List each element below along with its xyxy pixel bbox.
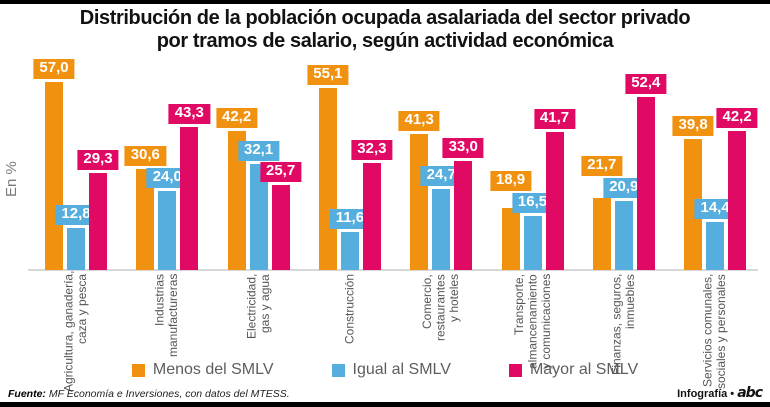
bar-mayor-al-smlv-7 [728, 130, 747, 270]
bar-value-label-mayor-al-smlv-7: 42,2 [716, 107, 758, 128]
bar-value-label-igual-al-smlv-5: 16,5 [511, 192, 554, 213]
infografia-credit: Infografía • abc [677, 385, 763, 401]
bar-igual-al-smlv-4 [432, 188, 451, 270]
bar-value-label-menos-del-smlv-3: 55,1 [307, 65, 349, 86]
bar-menos-del-smlv-1 [136, 169, 155, 270]
bar-value-label-menos-del-smlv-4: 41,3 [398, 110, 440, 131]
bar-igual-al-smlv-1 [158, 190, 177, 270]
legend-item-igual-al-smlv: Igual al SMLV [331, 361, 451, 379]
bar-menos-del-smlv-0 [45, 81, 63, 270]
bottom-rule-bar [0, 402, 770, 407]
bar-menos-del-smlv-2 [227, 130, 246, 270]
bar-value-label-mayor-al-smlv-4: 33,0 [442, 138, 484, 159]
bar-value-label-menos-del-smlv-7: 39,8 [672, 115, 714, 136]
bar-menos-del-smlv-7 [684, 138, 703, 270]
bar-mayor-al-smlv-6 [636, 97, 655, 270]
bar-value-label-menos-del-smlv-6: 21,7 [581, 156, 623, 177]
legend-item-menos-del-smlv: Menos del SMLV [131, 361, 274, 379]
legend-label-menos-del-smlv: Menos del SMLV [152, 361, 274, 378]
bar-igual-al-smlv-6 [614, 201, 633, 270]
legend-label-mayor-al-smlv: Mayor al SMLV [529, 361, 639, 378]
legend-swatch-mayor-al-smlv [508, 363, 522, 377]
bar-mayor-al-smlv-5 [545, 132, 564, 270]
bar-value-label-mayor-al-smlv-3: 32,3 [351, 140, 393, 161]
legend-label-igual-al-smlv: Igual al SMLV [352, 361, 451, 378]
bar-value-label-igual-al-smlv-7: 14,4 [694, 199, 736, 220]
bar-mayor-al-smlv-3 [362, 163, 381, 270]
source-note: Fuente: MF Economía e Inversiones, con d… [8, 388, 290, 400]
bar-value-label-mayor-al-smlv-1: 43,3 [168, 104, 210, 125]
legend-swatch-menos-del-smlv [131, 363, 145, 377]
footer: Fuente: MF Economía e Inversiones, con d… [8, 385, 763, 401]
bar-value-label-mayor-al-smlv-0: 29,3 [77, 150, 119, 171]
bar-value-label-mayor-al-smlv-5: 41,7 [533, 109, 576, 130]
page-title: Distribución de la población ocupada asa… [79, 7, 691, 52]
bar-value-label-igual-al-smlv-6: 20,9 [603, 178, 645, 199]
bar-menos-del-smlv-6 [592, 198, 611, 270]
bar-value-label-mayor-al-smlv-2: 25,7 [259, 162, 302, 183]
bar-igual-al-smlv-5 [523, 215, 542, 270]
legend-item-mayor-al-smlv: Mayor al SMLV [508, 361, 639, 379]
legend-swatch-igual-al-smlv [331, 363, 345, 377]
bar-value-label-menos-del-smlv-1: 30,6 [124, 146, 166, 167]
bar-value-label-igual-al-smlv-3: 11,6 [329, 208, 371, 229]
bar-mayor-al-smlv-1 [180, 127, 199, 270]
bar-value-label-igual-al-smlv-2: 32,1 [237, 141, 280, 162]
bar-igual-al-smlv-2 [249, 164, 268, 270]
source-label: Fuente: [8, 388, 46, 400]
chart-plot: 57,0 12,8 29,3 30,6 24,0 43,3 42,2 32,1 25,7 55,1… [28, 58, 758, 271]
bar-value-label-igual-al-smlv-4: 24,7 [420, 165, 462, 186]
bar-menos-del-smlv-4 [410, 133, 429, 270]
bar-value-label-menos-del-smlv-5: 18,9 [489, 170, 532, 191]
bar-menos-del-smlv-5 [501, 207, 520, 270]
credit-text: Infografía • [677, 388, 735, 400]
bar-mayor-al-smlv-2 [271, 185, 290, 270]
bar-mayor-al-smlv-0 [89, 173, 107, 270]
x-axis-line [28, 269, 758, 271]
bar-value-label-mayor-al-smlv-6: 52,4 [625, 74, 667, 95]
bar-igual-al-smlv-0 [67, 227, 85, 270]
bar-value-label-igual-al-smlv-0: 12,8 [55, 204, 97, 225]
bar-menos-del-smlv-3 [318, 88, 337, 270]
bar-value-label-igual-al-smlv-1: 24,0 [146, 167, 188, 188]
chart-legend: Menos del SMLV Igual al SMLV Mayor al SMLV [0, 361, 770, 379]
bar-igual-al-smlv-7 [706, 222, 725, 270]
bar-mayor-al-smlv-4 [454, 161, 473, 270]
bar-igual-al-smlv-3 [340, 231, 359, 270]
abc-logo: abc [737, 385, 763, 401]
top-rule-bar [0, 0, 770, 4]
bar-value-label-menos-del-smlv-2: 42,2 [215, 107, 258, 128]
bar-value-label-menos-del-smlv-0: 57,0 [33, 58, 75, 79]
source-text: MF Economía e Inversiones, con datos del… [48, 388, 290, 400]
